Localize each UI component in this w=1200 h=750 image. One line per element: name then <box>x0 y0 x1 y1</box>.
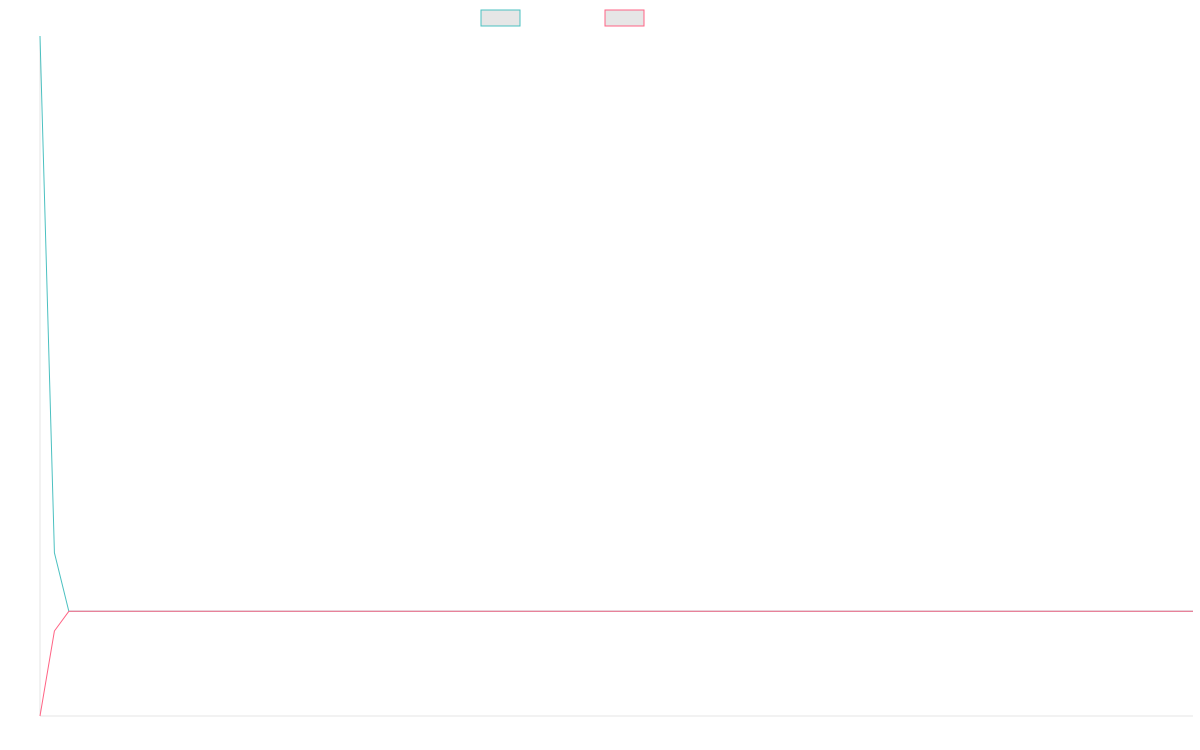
series-line-1 <box>39 35 1193 612</box>
chart-axes <box>39 36 1193 717</box>
chart-legend[interactable] <box>480 9 645 27</box>
legend-item-2[interactable] <box>604 9 645 27</box>
plot-area <box>39 35 1193 717</box>
series-line-2 <box>39 610 1193 717</box>
legend-swatch-1 <box>480 9 521 27</box>
legend-item-1[interactable] <box>480 9 521 27</box>
legend-swatch-2 <box>604 9 645 27</box>
